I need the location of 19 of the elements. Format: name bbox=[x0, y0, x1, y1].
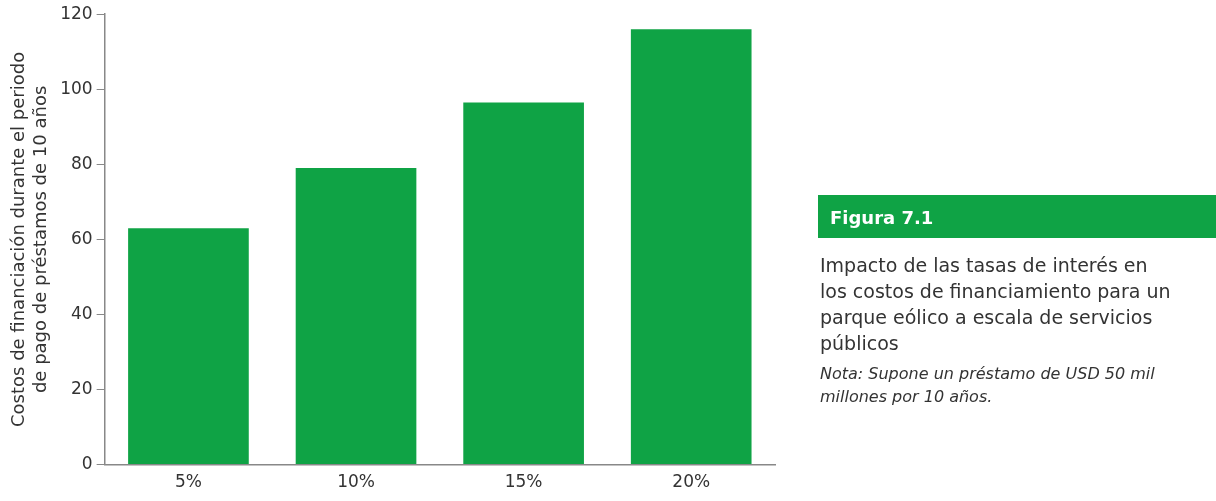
x-tick-label: 5% bbox=[174, 471, 202, 492]
bar bbox=[128, 228, 249, 465]
x-tick-label: 10% bbox=[337, 471, 375, 492]
y-tick-label: 80 bbox=[71, 152, 93, 173]
x-tick-label: 20% bbox=[672, 471, 711, 492]
text: Impacto de las tasas de interés en los costos de financiamiento para un parque eólico a escala de servicios públicos bbox=[820, 253, 1172, 356]
bar bbox=[630, 29, 752, 465]
bar bbox=[463, 102, 584, 465]
bar bbox=[295, 168, 417, 465]
y-axis-title: Costos de financiación durante el periodo de pago de préstamos de 10 años bbox=[7, 51, 51, 427]
x-tick-label: 15% bbox=[504, 471, 543, 492]
y-tick-label: 0 bbox=[81, 453, 93, 474]
y-tick-label: 40 bbox=[71, 302, 93, 323]
y-tick-label: 60 bbox=[71, 227, 93, 248]
y-tick-label: 120 bbox=[60, 2, 93, 23]
text: Nota: Supone un préstamo de USD 50 mil millones por 10 años. bbox=[820, 363, 1156, 408]
y-tick-label: 20 bbox=[71, 377, 93, 398]
text: Figura 7.1 bbox=[818, 195, 1216, 238]
y-tick-label: 100 bbox=[60, 77, 93, 98]
